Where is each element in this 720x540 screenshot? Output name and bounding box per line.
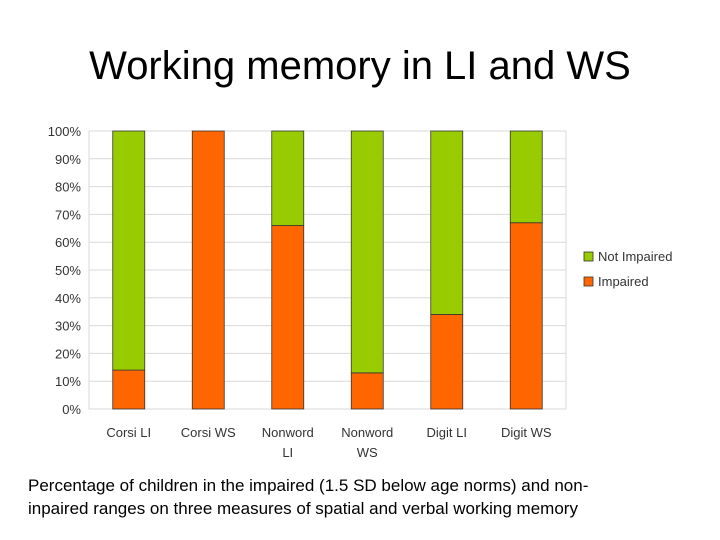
y-tick-label: 70% — [55, 207, 81, 222]
y-tick-label: 90% — [55, 152, 81, 167]
x-tick-label: Digit LI — [427, 425, 467, 440]
slide-title: Working memory in LI and WS — [89, 44, 631, 88]
y-tick-label: 40% — [55, 291, 81, 306]
bar-segment-not-impaired — [271, 130, 305, 226]
stacked-bar-chart: 0% 10% 20% 30% 40% 50% 60% 70% 80% 90% 100% Corsi … — [48, 124, 673, 460]
x-axis-tick-labels: Corsi LI Corsi WS Nonword LI Nonword WS Digit … — [106, 425, 552, 460]
y-tick-label: 0% — [62, 402, 81, 417]
legend-label: Impaired — [598, 274, 649, 289]
bar-segment-impaired — [350, 372, 384, 410]
y-tick-label: 60% — [55, 235, 81, 250]
legend-swatch — [583, 276, 594, 287]
legend-swatch — [583, 251, 594, 262]
bars — [112, 130, 543, 410]
bar-segment-not-impaired — [112, 130, 146, 371]
bar-segment-impaired — [191, 130, 225, 410]
y-tick-label: 20% — [55, 346, 81, 361]
bar-segment-not-impaired — [350, 130, 384, 374]
y-tick-label: 80% — [55, 180, 81, 195]
bar-segment-impaired — [509, 222, 543, 410]
x-tick-label: Corsi LI — [106, 425, 151, 440]
y-axis-tick-labels: 0% 10% 20% 30% 40% 50% 60% 70% 80% 90% 100% — [48, 124, 82, 417]
x-tick-label: Corsi WS — [181, 425, 236, 440]
bar-segment-not-impaired — [430, 130, 464, 315]
bar-segment-not-impaired — [509, 130, 543, 224]
x-tick-label: Digit WS — [501, 425, 552, 440]
caption-line-1: Percentage of children in the impaired (… — [28, 476, 589, 495]
slide-caption: Percentage of children in the impaired (… — [28, 474, 708, 520]
bar-segment-impaired — [112, 369, 146, 410]
x-tick-label: Nonword LI — [262, 425, 314, 460]
bar-segment-impaired — [430, 314, 464, 410]
gridlines — [88, 130, 567, 410]
bar-segment-impaired — [271, 225, 305, 410]
x-tick-label: Nonword WS — [341, 425, 393, 460]
y-tick-label: 10% — [55, 374, 81, 389]
y-tick-label: 50% — [55, 263, 81, 278]
y-tick-label: 100% — [48, 124, 82, 139]
y-tick-label: 30% — [55, 319, 81, 334]
legend: Not Impaired Impaired — [583, 249, 672, 289]
caption-line-2: inpaired ranges on three measures of spa… — [28, 499, 578, 518]
chart-frame: 0% 10% 20% 30% 40% 50% 60% 70% 80% 90% 100% Corsi … — [23, 115, 700, 468]
legend-label: Not Impaired — [598, 249, 672, 264]
